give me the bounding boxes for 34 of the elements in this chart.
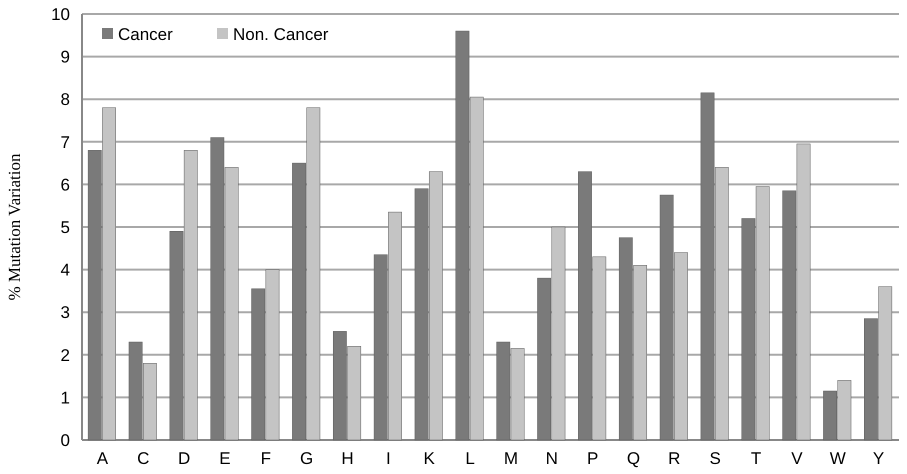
x-tick-label: A bbox=[96, 449, 109, 468]
x-tick-label: E bbox=[219, 449, 231, 468]
x-tick-label: T bbox=[750, 449, 762, 468]
x-tick-label: K bbox=[424, 449, 436, 468]
y-tick-label: 7 bbox=[60, 132, 70, 152]
y-tick-label: 10 bbox=[51, 4, 70, 24]
x-tick-label: R bbox=[668, 449, 680, 468]
x-tick-label: V bbox=[791, 449, 804, 468]
y-tick-label: 6 bbox=[60, 175, 70, 194]
x-tick-label: M bbox=[504, 449, 518, 468]
x-tick-label: L bbox=[465, 449, 475, 468]
x-tick-label: N bbox=[546, 449, 558, 468]
x-tick-label: W bbox=[830, 449, 846, 468]
y-tick-label: 4 bbox=[60, 260, 70, 280]
y-tick-label: 9 bbox=[60, 48, 70, 67]
x-tick-label: G bbox=[300, 449, 314, 468]
x-tick-label: S bbox=[710, 449, 721, 468]
y-tick-label: 5 bbox=[60, 218, 70, 237]
x-tick-label: Y bbox=[872, 449, 884, 468]
y-axis-title: % Mutation Variation bbox=[5, 153, 24, 300]
legend-label: Cancer bbox=[118, 24, 174, 44]
x-tick-label: I bbox=[386, 449, 391, 468]
y-tick-label: 2 bbox=[60, 346, 70, 365]
x-tick-label: D bbox=[178, 449, 190, 468]
x-tick-label: F bbox=[260, 449, 272, 468]
x-tick-label: C bbox=[137, 449, 150, 468]
x-tick-label: Q bbox=[626, 449, 640, 468]
y-tick-label: 8 bbox=[60, 90, 70, 110]
y-tick-label: 1 bbox=[60, 388, 70, 408]
y-tick-label: 0 bbox=[60, 430, 70, 450]
x-tick-label: H bbox=[341, 449, 354, 468]
x-tick-label: P bbox=[586, 449, 598, 468]
y-tick-label: 3 bbox=[60, 303, 70, 322]
legend-label: Non. Cancer bbox=[233, 24, 329, 44]
